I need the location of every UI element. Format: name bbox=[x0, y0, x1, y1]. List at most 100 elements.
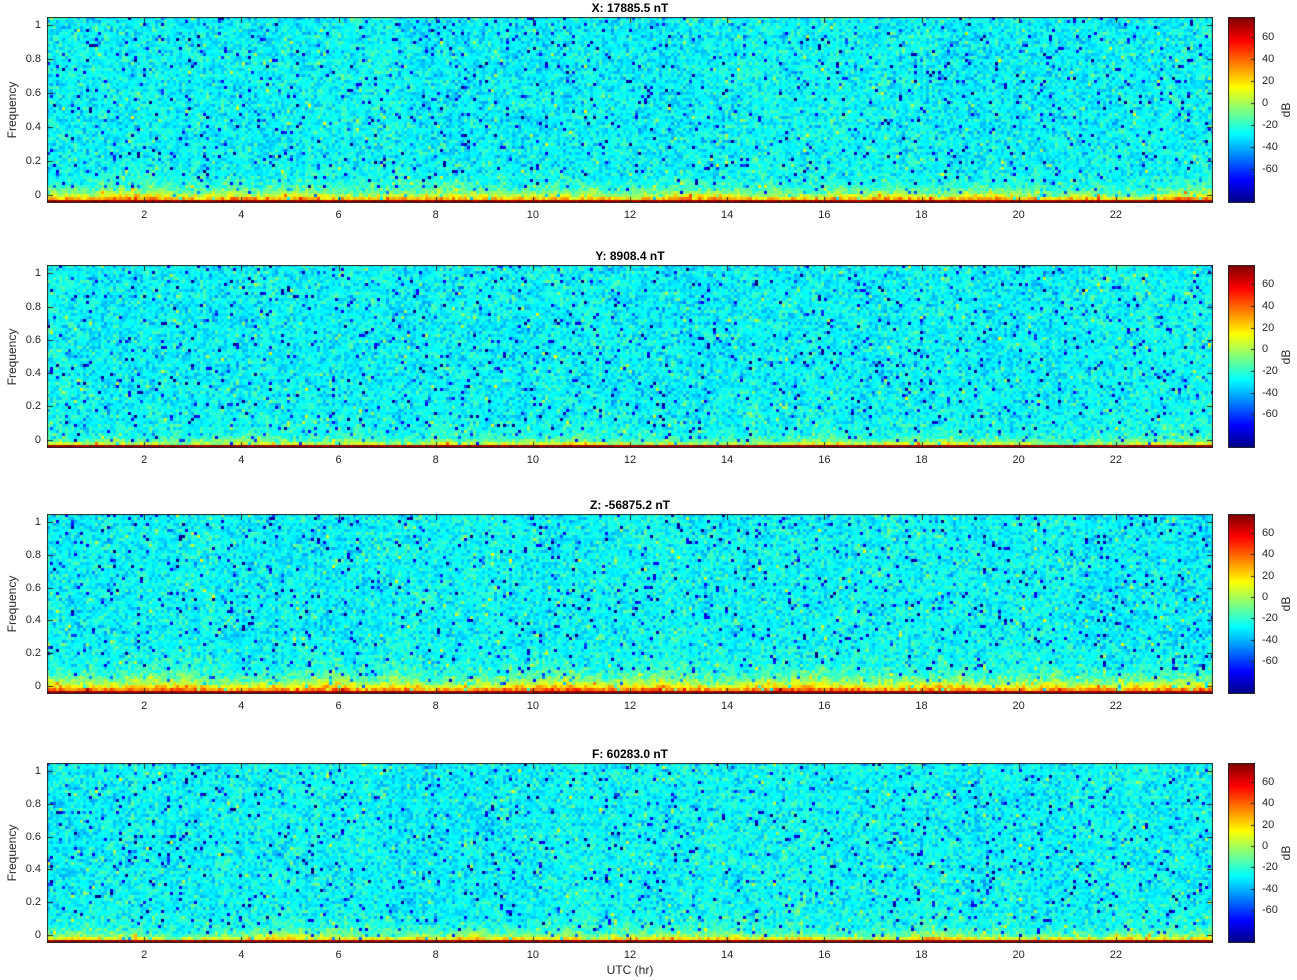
x-tick-label: 6 bbox=[335, 454, 342, 466]
x-tick-label: 20 bbox=[1012, 454, 1025, 466]
y-tick-label: 0.2 bbox=[25, 647, 41, 660]
x-tick-label: 6 bbox=[335, 949, 342, 961]
colorbar-tick-label: 60 bbox=[1262, 278, 1275, 291]
y-axis-label: Frequency bbox=[5, 824, 19, 882]
y-tick-label: 0.6 bbox=[25, 87, 41, 100]
x-tick-label: 10 bbox=[526, 700, 539, 712]
colorbar-tick-label: -20 bbox=[1262, 612, 1278, 625]
y-tick-label: 0 bbox=[34, 188, 41, 201]
colorbar-tick-label: 20 bbox=[1262, 569, 1275, 582]
colorbar-tick-label: 20 bbox=[1262, 818, 1275, 831]
colorbar-tick-label: 0 bbox=[1262, 840, 1269, 853]
x-tick-label: 2 bbox=[141, 949, 148, 961]
x-tick-label: 16 bbox=[818, 454, 831, 466]
x-tick-label: 2 bbox=[141, 700, 148, 712]
colorbar-label: dB bbox=[1279, 845, 1293, 861]
x-tick-label: 10 bbox=[526, 209, 539, 221]
colorbar-tick-label: -60 bbox=[1262, 903, 1278, 916]
colorbar-tick-label: -20 bbox=[1262, 365, 1278, 378]
x-tick-label: 8 bbox=[432, 949, 439, 961]
y-axis-label: Frequency bbox=[5, 81, 19, 139]
y-tick-label: 0.8 bbox=[25, 300, 41, 313]
x-tick-label: 6 bbox=[335, 209, 342, 221]
y-tick-label: 0.8 bbox=[25, 797, 41, 810]
x-tick-label: 12 bbox=[623, 700, 637, 712]
colorbar-tick-label: 60 bbox=[1262, 30, 1275, 43]
colorbar-tick-label: 40 bbox=[1262, 300, 1275, 313]
x-tick-label: 6 bbox=[335, 700, 342, 712]
colorbar-tick-label: -20 bbox=[1262, 861, 1278, 874]
y-tick-label: 0 bbox=[34, 679, 41, 692]
x-tick-label: 14 bbox=[721, 209, 734, 221]
x-tick-label: 20 bbox=[1012, 949, 1025, 961]
x-tick-label: 4 bbox=[238, 454, 245, 466]
y-tick-label: 0.6 bbox=[25, 333, 41, 346]
colorbar-tick-label: 0 bbox=[1262, 343, 1269, 356]
x-tick-label: 16 bbox=[818, 700, 831, 712]
y-tick-label: 0.6 bbox=[25, 830, 41, 843]
colorbar-tick-label: 0 bbox=[1262, 591, 1269, 604]
spectrogram-plot bbox=[47, 265, 1213, 448]
panel-title: Y: 8908.4 nT bbox=[595, 249, 665, 263]
y-axis-label: Frequency bbox=[5, 328, 19, 385]
panel-title: X: 17885.5 nT bbox=[591, 1, 669, 15]
x-tick-label: 14 bbox=[721, 949, 734, 961]
colorbar bbox=[1228, 763, 1255, 943]
spectrogram-plot bbox=[47, 514, 1213, 694]
x-tick-label: 4 bbox=[238, 209, 245, 221]
x-tick-label: 12 bbox=[623, 454, 637, 466]
x-tick-label: 22 bbox=[1109, 700, 1122, 712]
y-tick-label: 0.4 bbox=[25, 367, 41, 380]
x-axis-label: UTC (hr) bbox=[606, 963, 654, 977]
x-tick-label: 18 bbox=[915, 700, 928, 712]
y-tick-label: 0.8 bbox=[25, 548, 41, 561]
colorbar-tick-label: 60 bbox=[1262, 527, 1275, 540]
panel-title: F: 60283.0 nT bbox=[591, 747, 669, 761]
colorbar-tick-label: 40 bbox=[1262, 797, 1275, 810]
x-tick-label: 2 bbox=[141, 209, 148, 221]
colorbar-tick-label: -40 bbox=[1262, 140, 1278, 153]
y-tick-label: 0.2 bbox=[25, 896, 41, 909]
colorbar-tick-label: -60 bbox=[1262, 162, 1278, 175]
x-tick-label: 14 bbox=[721, 700, 734, 712]
spectrogram-plot bbox=[47, 763, 1213, 943]
x-tick-label: 12 bbox=[623, 209, 637, 221]
y-tick-label: 0.4 bbox=[25, 863, 41, 876]
colorbar-label: dB bbox=[1279, 596, 1293, 612]
y-tick-label: 1 bbox=[34, 19, 41, 32]
x-tick-label: 22 bbox=[1109, 209, 1122, 221]
colorbar-tick-label: -20 bbox=[1262, 118, 1278, 131]
y-axis-label: Frequency bbox=[5, 575, 19, 633]
x-tick-label: 4 bbox=[238, 700, 245, 712]
x-tick-label: 10 bbox=[526, 949, 539, 961]
colorbar-tick-label: 40 bbox=[1262, 548, 1275, 561]
x-tick-label: 22 bbox=[1109, 949, 1122, 961]
colorbar-tick-label: 40 bbox=[1262, 52, 1275, 65]
colorbar-tick-label: 20 bbox=[1262, 74, 1275, 87]
colorbar-tick-label: -40 bbox=[1262, 882, 1278, 895]
colorbar-label: dB bbox=[1279, 102, 1293, 118]
x-tick-label: 16 bbox=[818, 209, 831, 221]
x-tick-label: 2 bbox=[141, 454, 148, 466]
y-tick-label: 0.8 bbox=[25, 53, 41, 66]
colorbar-tick-label: -60 bbox=[1262, 654, 1278, 667]
spectrogram-plot bbox=[47, 17, 1213, 203]
colorbar bbox=[1228, 514, 1255, 694]
x-tick-label: 20 bbox=[1012, 209, 1025, 221]
colorbar-tick-label: -40 bbox=[1262, 633, 1278, 646]
x-tick-label: 16 bbox=[818, 949, 831, 961]
y-tick-label: 1 bbox=[34, 765, 41, 778]
colorbar bbox=[1228, 265, 1255, 448]
colorbar-tick-label: 20 bbox=[1262, 321, 1275, 334]
y-tick-label: 0.4 bbox=[25, 120, 41, 133]
y-tick-label: 0.6 bbox=[25, 581, 41, 594]
y-tick-label: 0 bbox=[34, 433, 41, 446]
y-tick-label: 1 bbox=[34, 516, 41, 529]
x-tick-label: 8 bbox=[432, 209, 439, 221]
y-tick-label: 0.2 bbox=[25, 400, 41, 413]
y-tick-label: 1 bbox=[34, 267, 41, 280]
panel-title: Z: -56875.2 nT bbox=[589, 498, 671, 512]
y-tick-label: 0.4 bbox=[25, 614, 41, 627]
colorbar bbox=[1228, 17, 1255, 203]
